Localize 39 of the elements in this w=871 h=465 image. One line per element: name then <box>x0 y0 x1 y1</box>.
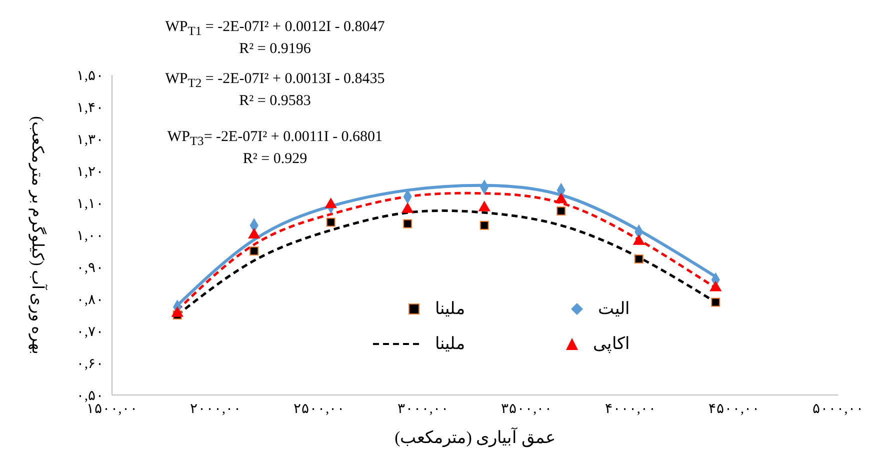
point <box>634 254 644 264</box>
x-axis-title: عمق آبیاری (مترمکعب) <box>394 426 556 448</box>
text: R² = 0.9196 <box>238 40 312 58</box>
y-tick-label: ۰,۹۰ <box>76 260 104 276</box>
y-tick-label: ۱,۰۰ <box>76 228 104 244</box>
y-tick-label: ۱,۲۰ <box>76 164 104 180</box>
y-tick-label: ۰,۶۰ <box>76 356 104 372</box>
y-tick-label: ۱,۳۰ <box>76 132 104 148</box>
y-tick-label: ۰,۵۰ <box>76 388 104 404</box>
point <box>556 206 566 216</box>
point <box>403 219 412 228</box>
x-tick-label: ۲۵۰۰,۰۰ <box>294 402 346 417</box>
point <box>326 218 336 227</box>
point <box>324 198 337 208</box>
legend-label: الیت <box>598 298 630 319</box>
x-tick-label: ۳۵۰۰,۰۰ <box>501 402 553 417</box>
point <box>250 246 259 256</box>
y-tick-label: ۱,۱۰ <box>76 196 104 212</box>
text: WP$_{T1}$ = -2E-07I² + 0.0012I - 0.8047 <box>164 18 386 40</box>
legend-label: اکاپی <box>593 333 630 354</box>
x-tick-label: ۵۰۰۰,۰۰ <box>812 402 864 417</box>
y-axis-title: بهره وری آب (کیلوگرم بر مترمکعب) <box>28 116 48 354</box>
legend-label: ملینا <box>435 333 465 354</box>
y-tick-label: ۰,۸۰ <box>76 292 104 308</box>
x-tick-label: ۳۰۰۰,۰۰ <box>397 402 449 417</box>
x-tick-label: ۴۰۰۰,۰۰ <box>604 402 656 417</box>
annotation: R² = 0.929 <box>242 150 308 168</box>
legend-label: ملینا <box>435 298 465 319</box>
y-tick-label: ۰,۷۰ <box>76 324 104 340</box>
annotation: WP$_{T3}$= -2E-07I² + 0.0011I - 0.6801 <box>166 128 384 150</box>
point <box>711 298 720 307</box>
x-tick-label: ۲۰۰۰,۰۰ <box>190 402 242 417</box>
point <box>480 220 489 230</box>
x-tick-label: ۱۵۰۰,۰۰ <box>86 402 138 417</box>
annotation: R² = 0.9583 <box>238 92 312 110</box>
annotation: WP$_{T2}$ = -2E-07I² + 0.0013I - 0.8435 <box>164 70 386 92</box>
y-tick-label: ۱,۵۰ <box>76 68 104 84</box>
x-tick-label: ۴۵۰۰,۰۰ <box>708 402 760 417</box>
y-tick-label: ۱,۴۰ <box>76 100 104 116</box>
